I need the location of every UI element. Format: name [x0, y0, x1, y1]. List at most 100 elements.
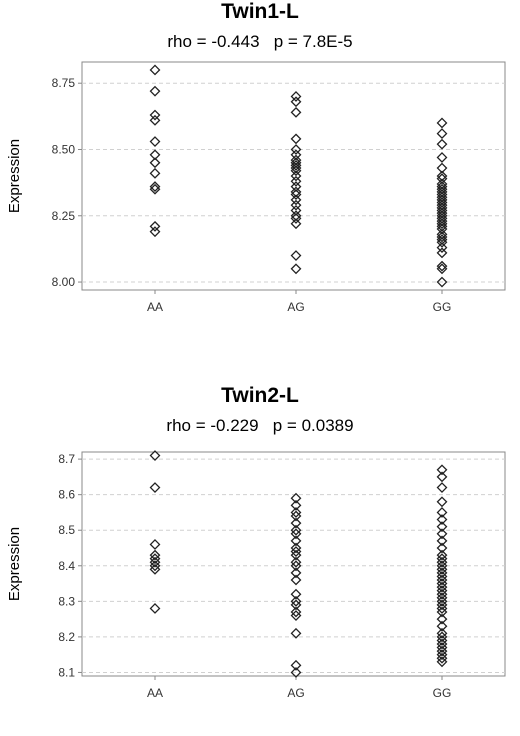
data-point-gg: [436, 276, 448, 288]
data-point-ag: [290, 535, 302, 547]
data-point-aa: [149, 482, 161, 493]
data-point-ag: [290, 659, 302, 671]
data-point-gg: [436, 507, 448, 518]
data-point-ag: [290, 218, 302, 230]
data-point-aa: [149, 149, 161, 161]
data-point-aa: [149, 450, 161, 461]
data-point-ag: [290, 106, 302, 118]
data-point-ag: [290, 205, 302, 216]
data-point-aa: [149, 181, 161, 193]
data-point-gg: [436, 563, 448, 575]
chart-subtitle: rho = -0.443 p = 7.8E-5: [167, 32, 353, 51]
y-axis-label: Expression: [6, 139, 23, 213]
data-point-ag: [290, 574, 302, 586]
x-tick-label: AG: [287, 686, 304, 700]
data-point-gg: [436, 199, 448, 211]
data-point-ag: [290, 542, 302, 554]
data-point-ag: [290, 510, 302, 522]
data-point-gg: [436, 649, 448, 661]
chart-panel-twin2: 8.1 8.2 8.3 8.4 8.5 8.6 8.7 AA AG GG Expression Tw…: [0, 384, 520, 736]
data-point-gg: [436, 220, 448, 232]
data-point-ag: [290, 499, 302, 511]
data-point-gg: [436, 599, 448, 611]
data-point-aa: [149, 549, 161, 561]
chart-panel-twin1: 8.00 8.25 8.50 8.75 AA AG GG Expression Twin1-L…: [0, 0, 520, 352]
data-point-ag: [290, 250, 302, 261]
data-point-gg: [436, 556, 448, 568]
data-point-gg: [436, 549, 448, 561]
data-point-gg: [436, 178, 448, 190]
data-point-gg: [436, 578, 448, 589]
data-point-gg: [436, 247, 448, 259]
data-point-ag: [290, 199, 302, 211]
data-point-gg: [436, 620, 448, 632]
data-point-gg: [436, 645, 448, 657]
data-point-gg: [436, 514, 448, 525]
data-point-gg: [436, 194, 448, 206]
data-point-ag: [290, 627, 302, 639]
data-point-ag: [290, 162, 302, 174]
scatter-plot-twin1: 8.00 8.25 8.50 8.75 AA AG GG Expression: [6, 61, 506, 314]
data-point-gg: [436, 223, 448, 235]
data-point-gg: [436, 606, 448, 618]
x-tick-label: GG: [433, 300, 452, 314]
data-point-aa: [149, 109, 161, 121]
data-point-gg: [436, 581, 448, 593]
data-point-ag: [290, 595, 302, 607]
data-point-gg: [436, 162, 448, 174]
data-point-ag: [290, 556, 302, 568]
data-point-gg: [436, 181, 448, 193]
x-tick-label: AA: [147, 300, 163, 314]
data-point-ag: [290, 159, 302, 171]
data-point-gg: [436, 471, 448, 483]
data-point-ag: [290, 165, 302, 177]
data-point-ag: [290, 517, 302, 529]
data-point-aa: [149, 556, 161, 568]
data-point-ag: [290, 588, 302, 600]
data-point-gg: [436, 638, 448, 650]
data-point-gg: [436, 592, 448, 604]
data-point-ag: [290, 154, 302, 166]
data-point-ag: [290, 507, 302, 518]
plot-area: [81, 61, 506, 291]
data-point-ag: [290, 96, 302, 108]
data-point-aa: [149, 114, 161, 126]
data-point-ag: [290, 189, 302, 200]
data-point-gg: [436, 117, 448, 129]
data-point-gg: [436, 152, 448, 163]
data-point-ag: [290, 175, 302, 187]
data-point-gg: [436, 585, 448, 597]
data-point-gg: [436, 482, 448, 493]
y-tick-label: 8.4: [58, 559, 75, 573]
data-point-gg: [436, 186, 448, 198]
data-point-gg: [436, 128, 448, 140]
data-point-aa: [149, 603, 161, 614]
data-point-gg: [436, 215, 448, 227]
data-point-aa: [149, 157, 161, 169]
data-point-ag: [290, 210, 302, 222]
data-point-ag: [290, 606, 302, 618]
data-point-gg: [436, 553, 448, 565]
data-point-gg: [436, 595, 448, 607]
data-point-gg: [436, 212, 448, 224]
data-point-ag: [290, 157, 302, 169]
y-tick-label: 8.2: [58, 630, 75, 644]
x-tick-label: AA: [147, 686, 163, 700]
data-point-gg: [436, 464, 448, 476]
data-point-aa: [149, 560, 161, 572]
data-point-gg: [436, 191, 448, 203]
data-point-gg: [436, 560, 448, 572]
data-point-gg: [436, 535, 448, 547]
data-point-gg: [436, 656, 448, 668]
data-point-gg: [436, 183, 448, 195]
data-point-gg: [436, 260, 448, 272]
data-point-aa: [149, 553, 161, 565]
y-tick-label: 8.3: [58, 594, 75, 608]
data-point-ag: [290, 212, 302, 224]
y-tick-label: 8.00: [52, 275, 76, 289]
data-point-gg: [436, 613, 448, 625]
data-point-gg: [436, 652, 448, 664]
data-point-ag: [290, 524, 302, 536]
data-point-ag: [290, 186, 302, 198]
data-point-gg: [436, 521, 448, 533]
